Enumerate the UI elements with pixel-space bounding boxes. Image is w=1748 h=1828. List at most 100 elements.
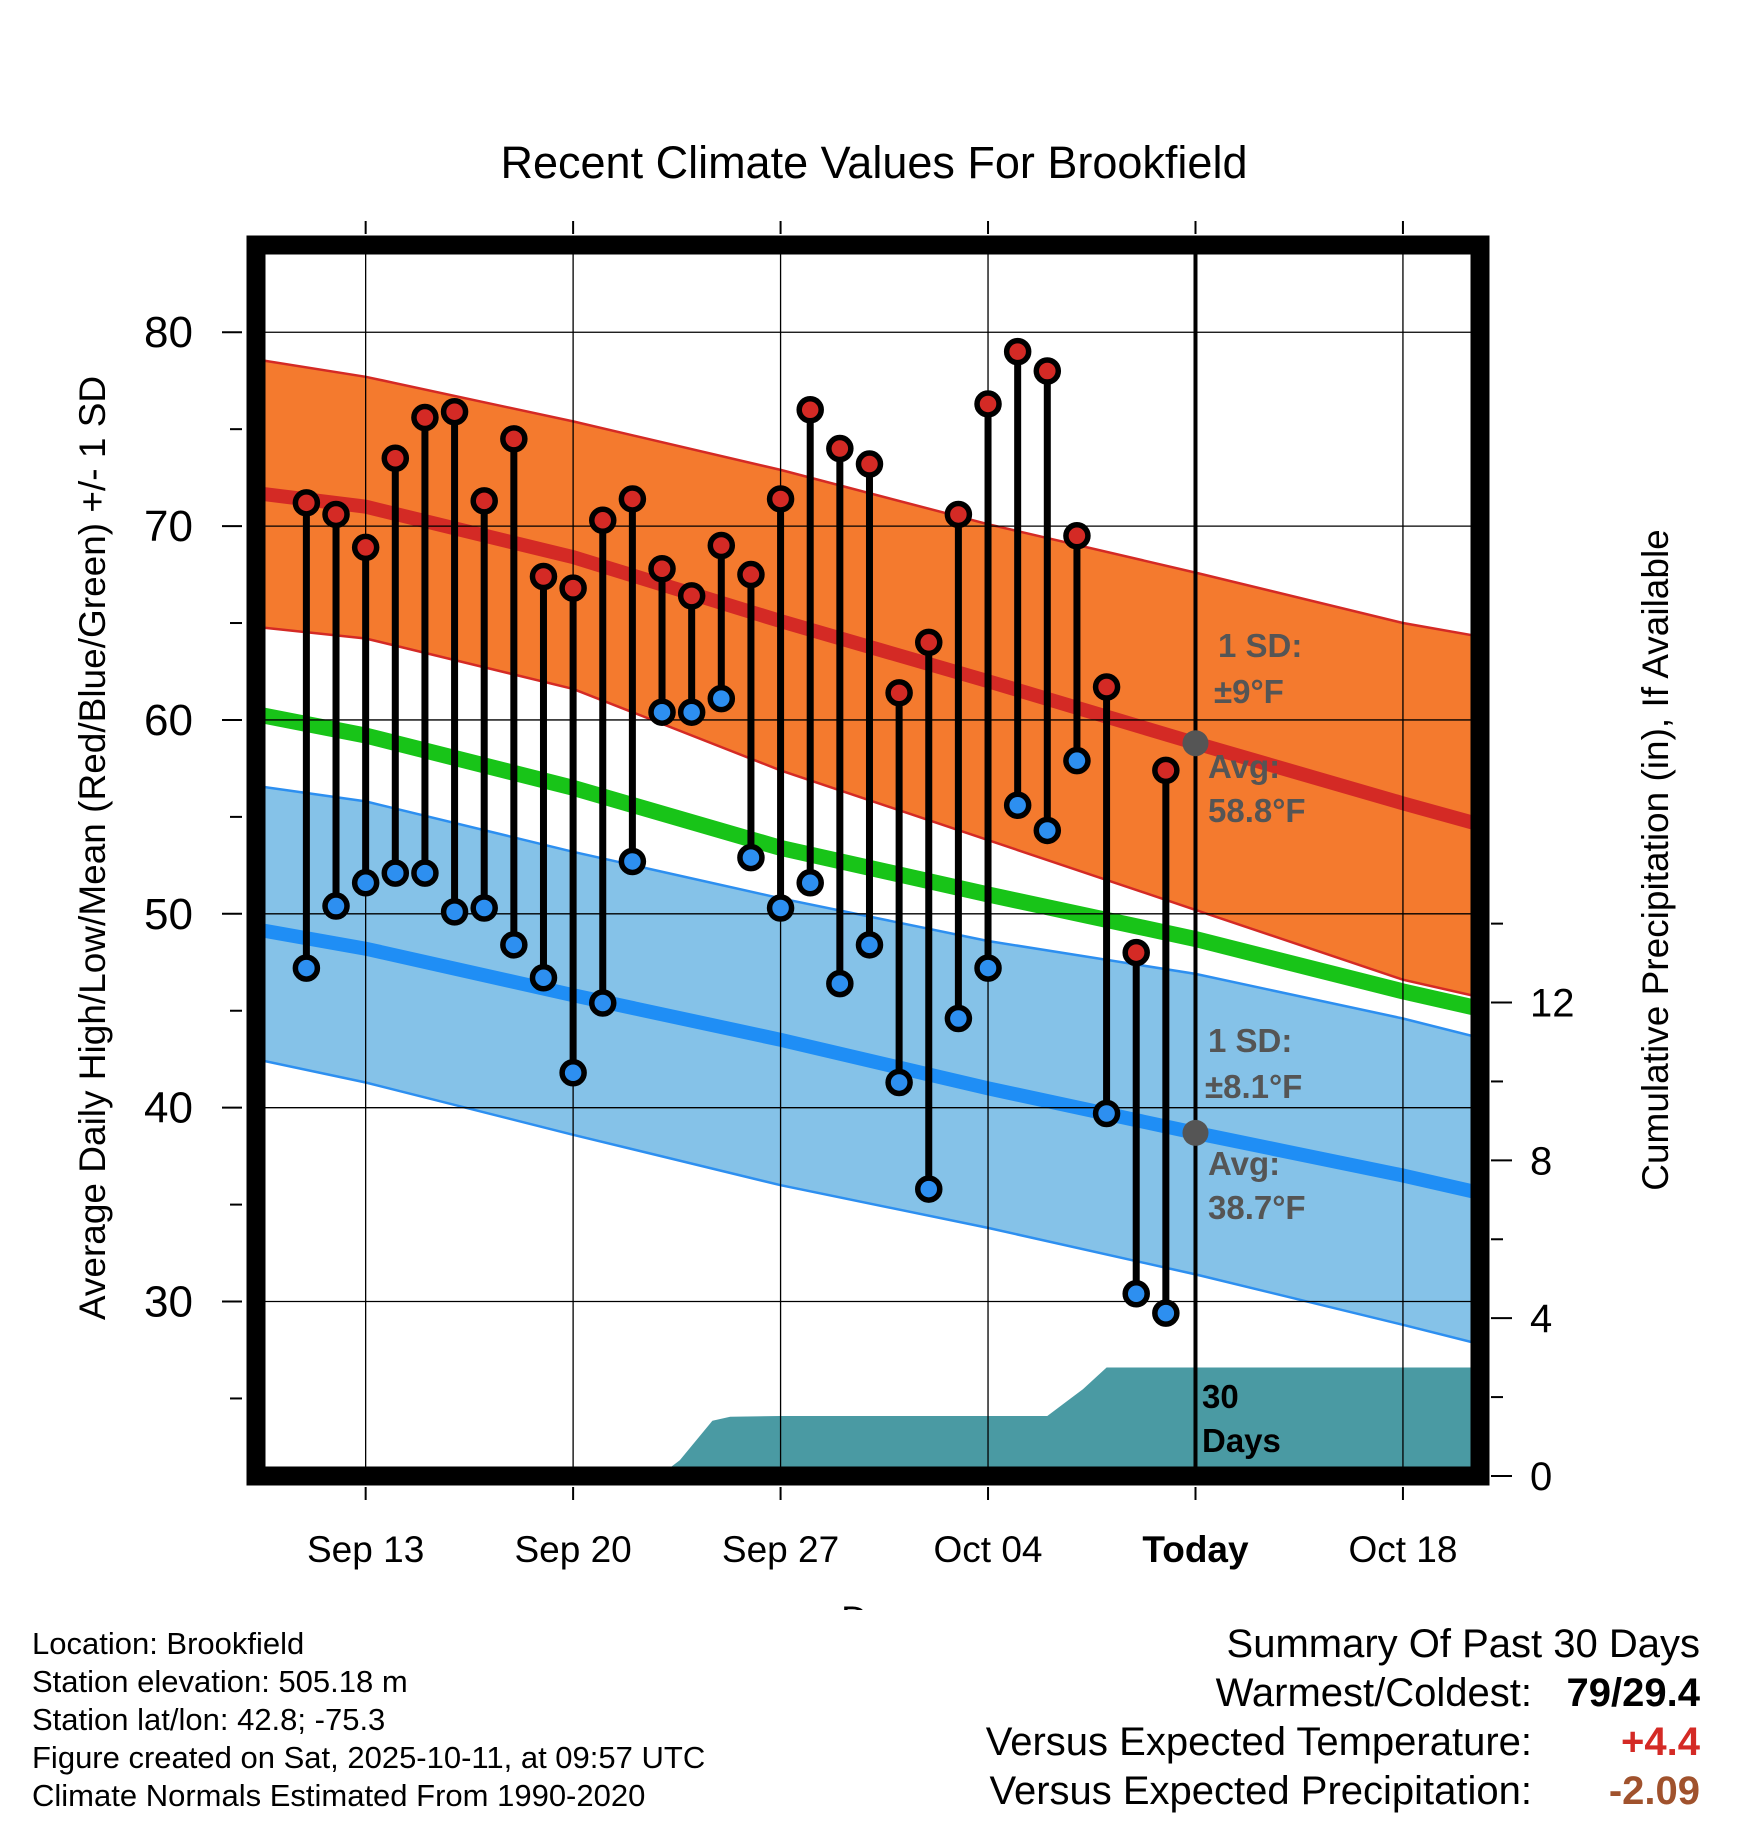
- daily-low-point: [351, 869, 380, 897]
- y2-tick-label: 8: [1530, 1139, 1552, 1183]
- daily-high-point: [1092, 673, 1121, 701]
- x-tick-label: Sep 13: [307, 1529, 424, 1570]
- low-sd-label: 1 SD:: [1208, 1022, 1292, 1059]
- daily-high-point: [915, 628, 943, 657]
- info-created: Figure created on Sat, 2025-10-11, at 09…: [32, 1740, 706, 1775]
- daily-high-point: [529, 562, 558, 591]
- days-label-text: Days: [1202, 1422, 1281, 1459]
- high-avg-label: Avg:: [1208, 748, 1280, 785]
- y-axis-label: Average Daily High/Low/Mean (Red/Blue/Gr…: [72, 376, 113, 1320]
- daily-high-point: [292, 489, 321, 517]
- station-info: Location: Brookfield Station elevation: …: [32, 1625, 705, 1815]
- daily-low-point: [974, 954, 1002, 982]
- x-tick-label: Oct 18: [1348, 1529, 1457, 1570]
- daily-high-point: [351, 533, 380, 562]
- daily-high-point: [440, 397, 469, 426]
- low-sd-value: ±8.1°F: [1205, 1068, 1302, 1105]
- daily-low-point: [1003, 791, 1032, 820]
- daily-high-point: [1063, 522, 1091, 550]
- daily-high-point: [974, 390, 1002, 418]
- daily-low-point: [618, 847, 647, 876]
- y2-tick-label: 0: [1530, 1455, 1552, 1499]
- info-normals: Climate Normals Estimated From 1990-2020: [32, 1778, 646, 1813]
- info-location: Location: Brookfield: [32, 1626, 305, 1661]
- daily-low-point: [589, 989, 617, 1017]
- daily-low-point: [529, 964, 558, 992]
- daily-high-point: [885, 679, 913, 707]
- daily-low-point: [915, 1175, 943, 1203]
- daily-low-point: [470, 894, 498, 922]
- daily-high-point: [1122, 938, 1150, 967]
- normal-high-line: [256, 486, 1480, 832]
- low-avg-label: Avg:: [1208, 1145, 1280, 1182]
- daily-low-point: [411, 859, 439, 887]
- summary-precip-row: Versus Expected Precipitation: -2.09: [986, 1767, 1700, 1816]
- daily-low-point: [707, 684, 736, 713]
- y2-tick-label: 12: [1530, 982, 1575, 1026]
- daily-low-point: [855, 931, 884, 959]
- daily-high-point: [381, 444, 410, 472]
- daily-high-point: [855, 450, 884, 478]
- precip-area: [659, 1367, 1480, 1476]
- daily-low-point: [796, 869, 824, 897]
- high-sd-value: ±9°F: [1214, 673, 1284, 710]
- daily-low-point: [1122, 1280, 1150, 1308]
- y-tick-label: 70: [144, 502, 193, 551]
- daily-high-point: [1003, 337, 1032, 366]
- normal-low-today-marker: [1182, 1119, 1209, 1146]
- summary-warmest-row: Warmest/Coldest: 79/29.4: [986, 1669, 1700, 1718]
- daily-high-point: [1152, 756, 1180, 785]
- daily-low-point: [885, 1068, 913, 1097]
- daily-low-point: [1033, 816, 1062, 845]
- daily-high-point: [648, 554, 676, 583]
- info-latlon: Station lat/lon: 42.8; -75.3: [32, 1702, 386, 1737]
- x-axis-label: Day: [841, 1599, 907, 1610]
- daily-high-point: [559, 574, 587, 602]
- plot-content: 1 SD: ±9°F Avg: 58.8°F 1 SD: ±8.1°F Avg: 38.7°F…: [256, 245, 1480, 1476]
- summary-precip-value: -2.09: [1608, 1769, 1700, 1813]
- daily-high-point: [618, 485, 647, 513]
- x-tick-label: Today: [1142, 1529, 1249, 1570]
- climate-chart: Recent Climate Values For Brookfield 1 S…: [72, 137, 1676, 1610]
- normal-mean-line: [256, 706, 1480, 1017]
- daily-low-point: [292, 954, 321, 982]
- daily-high-point: [737, 560, 765, 589]
- low-avg-value: 38.7°F: [1208, 1189, 1306, 1226]
- info-elevation: Station elevation: 505.18 m: [32, 1664, 408, 1699]
- daily-high-point: [470, 487, 498, 515]
- daily-high-point: [796, 396, 824, 424]
- y-tick-label: 30: [144, 1278, 193, 1327]
- y2-tick-label: 4: [1530, 1297, 1552, 1341]
- daily-low-point: [559, 1059, 587, 1087]
- daily-low-point: [500, 931, 528, 959]
- chart-title: Recent Climate Values For Brookfield: [501, 137, 1248, 188]
- daily-high-point: [944, 500, 973, 529]
- x-tick-label: Oct 04: [934, 1529, 1043, 1570]
- summary-title: Summary Of Past 30 Days: [1226, 1622, 1700, 1666]
- summary-temp-row: Versus Expected Temperature: +4.4: [986, 1718, 1700, 1767]
- daily-high-point: [766, 485, 795, 513]
- days-label-number: 30: [1202, 1378, 1239, 1415]
- summary-temp-label: Versus Expected Temperature:: [985, 1720, 1532, 1764]
- summary-temp-value: +4.4: [1621, 1720, 1700, 1764]
- x-tick-label: Sep 27: [722, 1529, 839, 1570]
- daily-low-point: [1152, 1299, 1180, 1327]
- y-tick-label: 50: [144, 890, 193, 939]
- y-tick-label: 40: [144, 1084, 193, 1133]
- high-avg-value: 58.8°F: [1208, 792, 1306, 829]
- daily-low-point: [440, 898, 469, 926]
- y-tick-label: 60: [144, 696, 193, 745]
- summary-warmest-label: Warmest/Coldest:: [1215, 1671, 1532, 1715]
- normal-high-today-marker: [1182, 730, 1209, 757]
- daily-high-point: [411, 403, 439, 432]
- summary-warmest-value: 79/29.4: [1566, 1671, 1700, 1715]
- y2-axis-label: Cumulative Precipitation (in), If Availa…: [1635, 529, 1676, 1191]
- plot-area: 1 SD: ±9°F Avg: 58.8°F 1 SD: ±8.1°F Avg: 38.7°F…: [144, 221, 1575, 1570]
- summary-panel: Summary Of Past 30 Days Warmest/Coldest:…: [986, 1620, 1700, 1816]
- daily-high-point: [322, 500, 350, 529]
- daily-low-point: [944, 1004, 973, 1033]
- daily-low-point: [826, 969, 854, 998]
- daily-high-point: [500, 425, 528, 453]
- daily-low-point: [677, 698, 706, 726]
- normal-low-line: [256, 922, 1480, 1200]
